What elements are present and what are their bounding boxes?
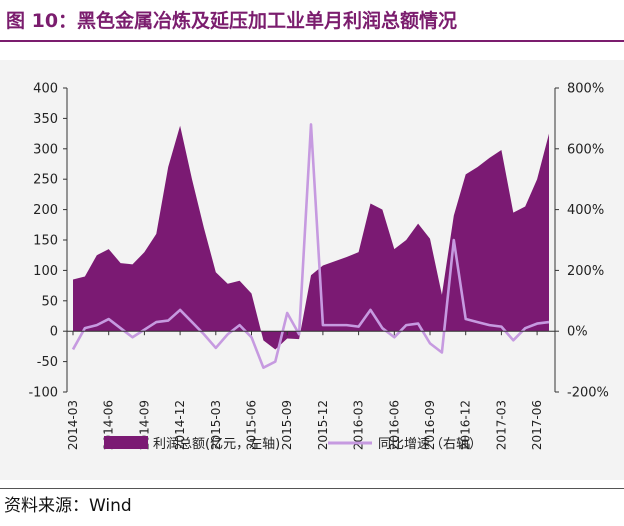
right-tick-label: 600% [567,142,604,157]
legend-line-label: 同比增速（右轴） [378,437,482,452]
left-tick-label: 0 [50,325,58,340]
x-tick-label: 2015-03 [209,400,223,450]
x-tick-label: 2015-06 [245,400,259,450]
chart-title: 图 10：黑色金属冶炼及延压加工业单月利润总额情况 [6,10,458,32]
right-tick-label: 400% [567,203,604,218]
left-tick-label: 50 [41,294,58,309]
right-tick-label: -200% [567,386,609,401]
x-tick-label: 2015-09 [280,400,294,450]
x-tick-label: 2016-12 [459,400,473,450]
left-tick-label: 350 [33,112,58,127]
right-tick-label: 800% [567,82,604,97]
left-tick-label: 150 [33,234,58,249]
profit-area-series [73,125,549,350]
x-tick-label: 2017-06 [530,400,544,450]
x-tick-label: 2017-03 [494,400,508,450]
left-tick-label: -50 [37,355,58,370]
left-tick-label: 200 [33,203,58,218]
x-tick-label: 2016-09 [423,400,437,450]
left-tick-label: -100 [28,386,58,401]
right-tick-label: 0% [567,325,588,340]
left-tick-label: 250 [33,173,58,188]
legend-area-swatch [104,436,148,449]
legend-area-label: 利润总额(亿元，左轴) [153,437,280,452]
source-note: 资料来源：Wind [4,496,132,516]
left-tick-label: 100 [33,264,58,279]
chart-panel: 400 350 300 250 200 150 100 50 0 -50 -100 800% 600% 4… [0,60,624,480]
yoy-growth-line-series [71,123,550,369]
source-divider [0,488,624,489]
left-tick-label: 300 [33,142,58,157]
right-tick-label: 200% [567,264,604,279]
title-divider [0,40,624,42]
x-tick-label: 2016-03 [352,400,366,450]
x-tick-label: 2014-03 [66,400,80,450]
x-tick-label: 2016-06 [387,400,401,450]
x-tick-label: 2014-12 [173,400,187,450]
left-tick-label: 400 [33,82,58,97]
x-tick-label: 2015-12 [316,400,330,450]
chart-svg: 400 350 300 250 200 150 100 50 0 -50 -100 800% 600% 4… [28,82,609,453]
